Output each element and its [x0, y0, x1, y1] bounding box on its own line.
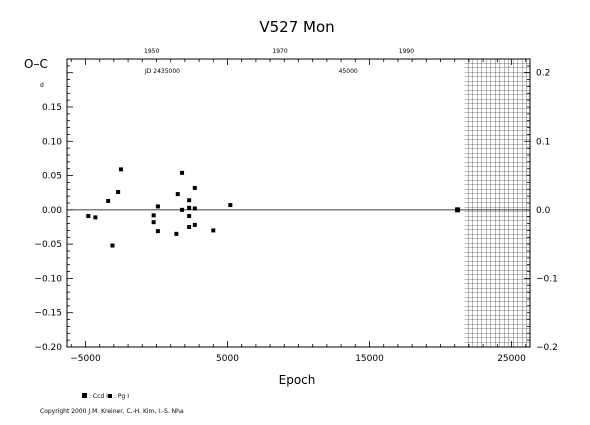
y-right-tick-label: −0.2 — [536, 343, 558, 353]
legend-label-ccd: : Ccd I — [89, 393, 108, 400]
y-tick-label: 0.00 — [42, 206, 62, 216]
y-right-tick-label: 0.1 — [536, 137, 550, 147]
top-year-label: 1990 — [399, 48, 414, 55]
data-point-pg — [118, 167, 123, 172]
y-right-tick-label: 0.0 — [536, 206, 551, 216]
data-point-pg — [86, 214, 91, 219]
data-point-pg — [187, 225, 192, 229]
top-year-label: 1970 — [272, 48, 287, 55]
data-point-pg — [180, 207, 185, 212]
top-axis-ticks: 1950 1970 1990 — [144, 48, 414, 55]
y-right-tick-label: −0.1 — [536, 274, 558, 284]
legend-label-pg: : Pg I — [114, 393, 129, 400]
legend: : Ccd I : Pg I — [82, 393, 129, 400]
data-point-pg — [155, 229, 160, 234]
data-point-pg — [116, 190, 121, 195]
data-point-pg — [106, 198, 111, 203]
x-axis-label: Epoch — [279, 373, 316, 387]
data-point-pg — [187, 214, 192, 219]
legend-marker-ccd — [82, 393, 87, 398]
y-tick-label: −0.05 — [34, 240, 62, 250]
y-right-tick-label: 0.2 — [536, 69, 550, 79]
data-point-pg — [187, 205, 192, 210]
data-point-pg — [151, 213, 156, 218]
data-point-ccd — [455, 207, 461, 213]
y-tick-label: −0.20 — [34, 343, 62, 353]
x-tick-label: 5000 — [216, 354, 239, 364]
data-point-pg — [155, 204, 160, 209]
copyright-text: Copyright 2000 J.M. Kreiner, C.-H. Kim, … — [40, 408, 184, 415]
hatched-region — [464, 59, 530, 347]
y-tick-label: 0.15 — [42, 103, 62, 113]
y-unit-superscript: d — [40, 82, 44, 89]
top-year-label: 1950 — [144, 48, 159, 55]
y-tick-label: −0.15 — [34, 309, 62, 319]
y-axis-label: O–C — [24, 57, 48, 71]
data-point-pg — [228, 203, 233, 208]
top-jd-label: JD 2435000 — [144, 68, 180, 75]
data-point-pg — [174, 231, 179, 236]
y-tick-label: 0.10 — [42, 137, 62, 147]
data-point-pg — [151, 220, 156, 225]
data-point-pg — [192, 185, 197, 190]
plot-frame — [66, 58, 531, 348]
y-axis-ticks: −0.20 −0.15 −0.10 −0.05 0.00 0.05 0.10 0.15 — [34, 58, 73, 353]
data-point-pg — [192, 222, 197, 227]
data-point-pg — [211, 228, 216, 233]
data-point-pg — [93, 215, 98, 220]
data-point-pg — [187, 198, 192, 203]
top-jd-label-2: 45000 — [339, 68, 358, 75]
data-points — [86, 167, 461, 248]
y-tick-label: −0.10 — [34, 274, 62, 284]
x-tick-label: 25000 — [497, 354, 526, 364]
x-axis-ticks: −5000 5000 15000 25000 — [70, 59, 527, 364]
legend-marker-pg — [108, 394, 112, 398]
x-tick-label: 15000 — [355, 354, 384, 364]
y-tick-label: 0.05 — [42, 172, 62, 182]
data-point-pg — [192, 206, 197, 211]
data-point-pg — [180, 170, 185, 175]
data-point-pg — [175, 192, 180, 197]
x-tick-label: −5000 — [70, 354, 101, 364]
chart-title: V527 Mon — [259, 18, 334, 36]
y-right-axis-ticks: −0.2 −0.1 0.0 0.1 0.2 — [524, 58, 558, 353]
data-point-pg — [110, 243, 115, 248]
